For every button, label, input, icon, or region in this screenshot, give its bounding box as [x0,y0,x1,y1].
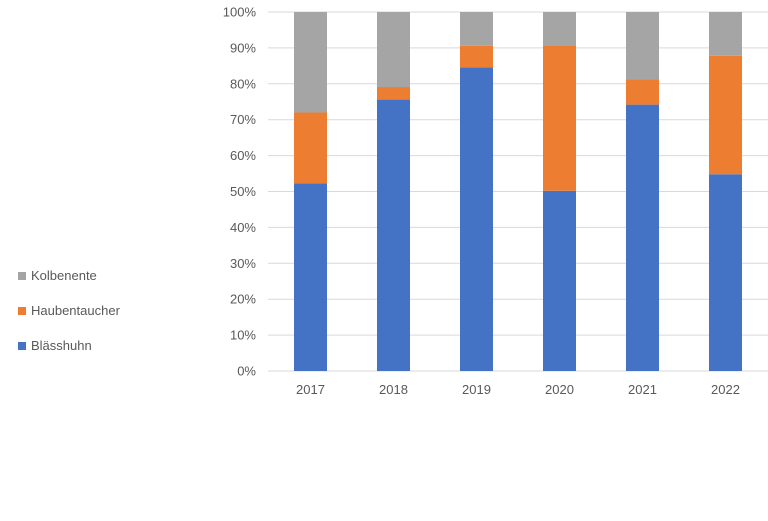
x-tick-label: 2018 [379,382,408,397]
bar-segment-blaesshuhn-2019 [460,67,493,371]
bar-segment-blaesshuhn-2020 [543,190,576,371]
bar-segment-haubentaucher-2022 [709,55,742,175]
legend-label-blaesshuhn: Blässhuhn [31,338,92,353]
legend-label-kolbenente: Kolbenente [31,268,97,283]
bar-segment-blaesshuhn-2022 [709,174,742,371]
y-axis-tick-labels: 0% 10% 20% 30% 40% 50% 60% 70% 80% 90% 100% [223,5,257,379]
bar-segment-kolbenente-2019 [460,12,493,46]
legend-swatch-haubentaucher [18,306,26,315]
legend-swatch-blaesshuhn [18,341,26,350]
bar-segment-haubentaucher-2017 [294,112,327,184]
x-tick-label: 2020 [545,382,574,397]
y-tick-label: 40% [230,220,256,235]
bar-segment-kolbenente-2020 [543,12,576,46]
y-tick-label: 80% [230,76,256,91]
y-tick-label: 10% [230,328,256,343]
bar-segment-haubentaucher-2018 [377,87,410,100]
gridlines [268,11,768,372]
x-axis-tick-labels: 2017 2018 2019 2020 2021 2022 [296,382,740,397]
bar-segment-blaesshuhn-2021 [626,104,659,371]
x-tick-label: 2021 [628,382,657,397]
y-tick-label: 0% [237,364,256,379]
bar-segment-kolbenente-2018 [377,12,410,88]
y-tick-label: 100% [223,5,257,20]
x-tick-label: 2017 [296,382,325,397]
legend-item-blaesshuhn: Blässhuhn [18,328,120,363]
y-tick-label: 60% [230,148,256,163]
y-tick-label: 50% [230,184,256,199]
bar-segment-haubentaucher-2021 [626,79,659,105]
x-tick-label: 2019 [462,382,491,397]
legend-item-kolbenente: Kolbenente [18,258,120,293]
legend: Kolbenente Haubentaucher Blässhuhn [18,258,120,363]
bar-segment-blaesshuhn-2018 [377,99,410,371]
bar-segment-blaesshuhn-2017 [294,183,327,371]
bars [294,12,742,371]
y-tick-label: 70% [230,112,256,127]
y-tick-label: 30% [230,256,256,271]
legend-label-haubentaucher: Haubentaucher [31,303,120,318]
y-tick-label: 20% [230,292,256,307]
legend-swatch-kolbenente [18,271,26,280]
legend-item-haubentaucher: Haubentaucher [18,293,120,328]
bar-segment-haubentaucher-2020 [543,45,576,191]
y-tick-label: 90% [230,40,256,55]
bar-segment-haubentaucher-2019 [460,45,493,68]
bar-segment-kolbenente-2022 [709,12,742,56]
bar-segment-kolbenente-2017 [294,12,327,113]
x-tick-label: 2022 [711,382,740,397]
bar-segment-kolbenente-2021 [626,12,659,80]
